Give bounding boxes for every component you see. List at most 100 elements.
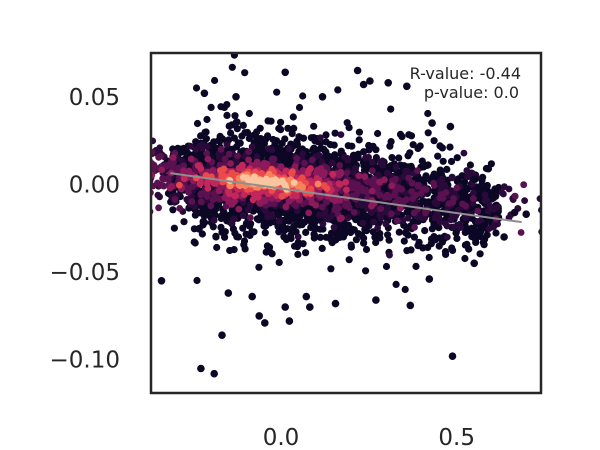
density-point <box>180 175 188 183</box>
outlier-point <box>470 259 479 268</box>
scatter-point <box>233 125 241 133</box>
scatter-point <box>331 129 339 137</box>
scatter-point <box>202 128 210 136</box>
scatter-point <box>193 119 202 128</box>
scatter-point <box>327 265 335 273</box>
density-point <box>344 155 351 162</box>
density-point <box>207 202 215 210</box>
scatter-point <box>322 131 330 139</box>
scatter-point <box>330 141 338 149</box>
scatter-point <box>358 231 366 239</box>
density-point <box>409 195 416 203</box>
outlier-point <box>248 292 256 301</box>
outlier-point <box>302 292 311 301</box>
density-point <box>209 196 217 204</box>
scatter-point <box>398 133 406 141</box>
scatter-point <box>322 138 330 146</box>
density-point <box>180 162 188 170</box>
scatter-point <box>341 230 349 238</box>
scatter-point <box>341 219 349 227</box>
scatter-point <box>360 239 368 247</box>
scatter-point <box>226 246 234 255</box>
density-point <box>370 175 378 183</box>
scatter-point <box>267 117 275 125</box>
density-point <box>392 163 400 171</box>
scatter-point <box>424 129 432 137</box>
density-point <box>463 167 471 174</box>
density-point <box>493 203 501 211</box>
scatter-point <box>388 154 396 162</box>
scatter-point <box>277 118 285 126</box>
density-point <box>245 156 253 164</box>
scatter-point <box>372 146 380 154</box>
scatter-point <box>221 228 229 236</box>
outlier-point <box>281 303 290 311</box>
density-point <box>368 209 375 217</box>
axis-ticks: 0.0 0.5 0.05 0.00 −0.05 −0.10 <box>50 85 475 450</box>
scatter-point <box>453 154 461 162</box>
density-point <box>450 223 458 231</box>
scatter-point <box>425 253 433 262</box>
regression-line-group <box>170 172 522 224</box>
density-point <box>382 193 389 201</box>
density-point <box>337 168 345 176</box>
scatter-point <box>180 218 188 226</box>
scatter-point <box>207 103 215 111</box>
density-point <box>271 177 279 185</box>
scatter-point <box>324 153 332 162</box>
density-point <box>376 211 384 219</box>
density-point <box>265 145 272 153</box>
scatter-point <box>387 105 395 113</box>
scatter-point <box>384 231 392 239</box>
density-point <box>278 192 286 200</box>
density-point <box>437 191 445 198</box>
density-point <box>154 191 162 199</box>
density-point <box>187 155 195 163</box>
scatter-point <box>483 181 491 190</box>
density-point <box>268 165 276 173</box>
scatter-point <box>281 217 290 225</box>
scatter-point <box>372 154 380 162</box>
scatter-point <box>374 129 382 138</box>
density-point <box>484 208 492 216</box>
density-point <box>360 187 367 195</box>
scatter-point <box>192 84 201 92</box>
density-point <box>517 229 525 236</box>
outlier-point <box>359 80 368 89</box>
scatter-point <box>253 134 261 142</box>
scatter-point <box>461 228 469 236</box>
density-point <box>320 171 328 179</box>
scatter-point <box>479 173 487 181</box>
density-point <box>344 214 352 222</box>
density-point <box>335 205 343 212</box>
density-point <box>379 157 386 165</box>
scatter-point <box>228 206 236 214</box>
density-point <box>399 217 407 225</box>
scatter-point <box>355 136 363 144</box>
density-point <box>420 185 428 193</box>
outlier-point <box>428 119 436 127</box>
density-point <box>359 219 367 227</box>
density-point <box>256 200 264 207</box>
scatter-point <box>335 222 343 230</box>
density-point <box>320 182 328 189</box>
scatter-point <box>220 103 228 111</box>
scatter-point <box>470 225 478 233</box>
scatter-point <box>453 234 461 242</box>
scatter-point <box>170 224 178 232</box>
density-point <box>282 203 290 211</box>
scatter-point <box>309 146 317 154</box>
density-point <box>336 196 343 204</box>
density-point <box>155 154 163 161</box>
density-point <box>199 144 206 151</box>
density-point <box>197 198 205 206</box>
scatter-point <box>347 241 355 249</box>
scatter-point <box>256 213 264 221</box>
density-point <box>174 164 182 172</box>
scatter-point <box>334 86 342 94</box>
scatter-point <box>418 157 426 165</box>
r-value-annotation: R-value: -0.44 <box>410 64 521 83</box>
outlier-point <box>471 175 479 183</box>
scatter-point <box>416 142 424 150</box>
density-point <box>384 204 392 211</box>
